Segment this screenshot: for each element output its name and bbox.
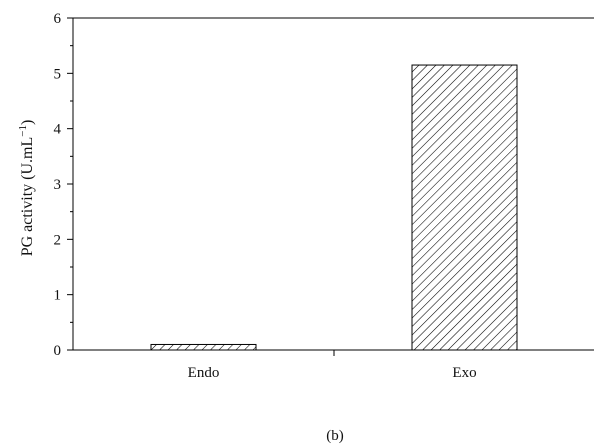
y-tick-label: 0 bbox=[54, 343, 62, 359]
bar-endo bbox=[150, 343, 257, 351]
y-tick-label: 4 bbox=[54, 122, 62, 138]
y-axis-title: PG activity (U.mL−1) bbox=[17, 120, 36, 257]
y-tick-label: 5 bbox=[54, 66, 62, 82]
y-tick-label: 3 bbox=[54, 177, 62, 193]
y-axis-title-main: PG activity (U.mL bbox=[19, 137, 36, 257]
y-tick-labels: 0 1 2 3 4 5 6 bbox=[54, 11, 62, 359]
x-tick-label-endo: Endo bbox=[188, 365, 220, 381]
x-tick-label-exo: Exo bbox=[452, 365, 476, 381]
bar-exo bbox=[411, 64, 518, 351]
y-tick-label: 2 bbox=[54, 232, 62, 248]
y-tick-label: 6 bbox=[54, 11, 62, 27]
axes-group bbox=[67, 17, 594, 356]
x-tick-labels: Endo Exo bbox=[188, 365, 477, 381]
y-tick-label: 1 bbox=[54, 288, 62, 304]
y-axis-title-close: ) bbox=[19, 120, 36, 125]
bars-group bbox=[150, 64, 518, 351]
panel-label: (b) bbox=[326, 428, 344, 444]
y-axis-title-superscript: −1 bbox=[17, 125, 29, 137]
